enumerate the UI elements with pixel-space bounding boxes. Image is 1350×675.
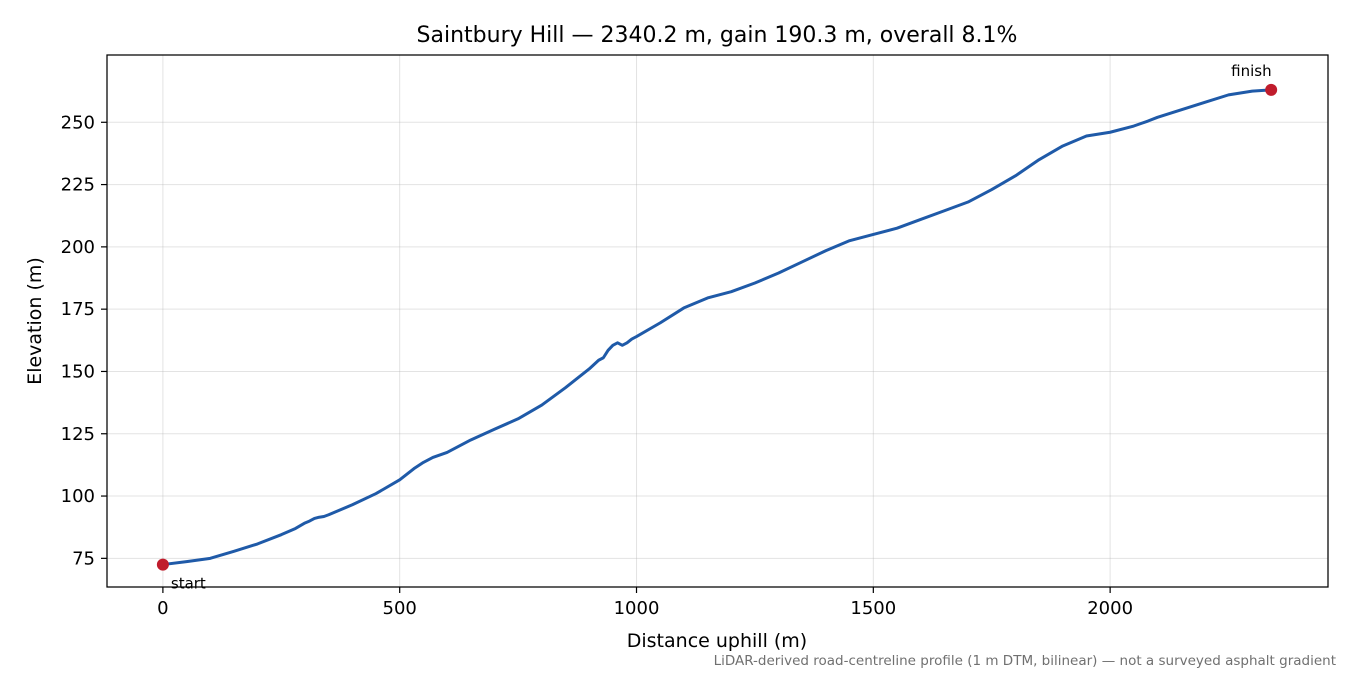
tick-layer: 0 500 1000 1500 2000 75 100 125 150 175 200 225 250 — [61, 112, 1133, 619]
x-tick-label: 500 — [383, 598, 417, 619]
start-marker — [156, 558, 169, 571]
data-source-footnote: LiDAR-derived road-centreline profile (1… — [714, 653, 1336, 669]
y-tick-label: 250 — [61, 112, 95, 133]
x-tick-label: 0 — [157, 598, 168, 619]
finish-label: finish — [1231, 62, 1271, 80]
plot-frame — [106, 54, 1329, 588]
y-tick-label: 175 — [61, 299, 95, 320]
grid-layer — [107, 55, 1328, 587]
y-tick-label: 125 — [61, 424, 95, 445]
y-tick-label: 100 — [61, 486, 95, 507]
marker-layer: start finish — [156, 62, 1278, 593]
y-axis-label: Elevation (m) — [24, 257, 46, 385]
y-tick-label: 75 — [72, 548, 95, 569]
x-tick-label: 1000 — [614, 598, 660, 619]
y-tick-label: 200 — [61, 237, 95, 258]
y-tick-label: 150 — [61, 361, 95, 382]
elevation-profile-line — [161, 88, 1273, 567]
start-label: start — [171, 575, 206, 593]
x-tick-label: 1500 — [850, 598, 896, 619]
chart-title: Saintbury Hill — 2340.2 m, gain 190.3 m,… — [417, 23, 1018, 48]
y-tick-label: 225 — [61, 175, 95, 196]
finish-marker — [1265, 83, 1278, 96]
x-tick-label: 2000 — [1087, 598, 1133, 619]
x-axis-label: Distance uphill (m) — [627, 630, 807, 652]
